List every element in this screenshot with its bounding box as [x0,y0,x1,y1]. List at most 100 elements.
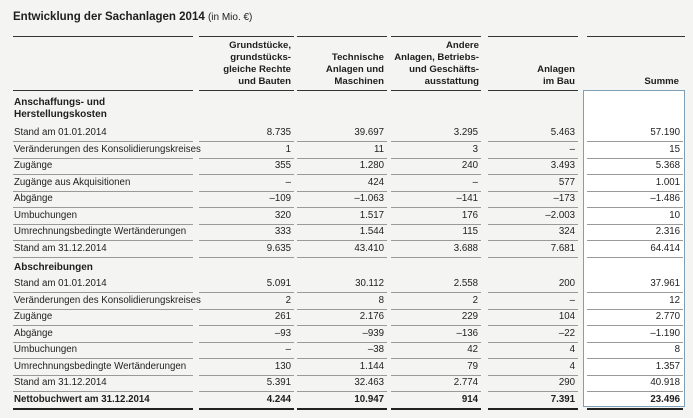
column-header-andere-anlagen: Andere Anlagen, Betriebs- und Geschäfts-… [394,40,479,87]
value-cell: 3.493 [550,160,575,171]
value-cell: 30.112 [355,278,384,289]
value-cell: 42 [467,344,478,355]
value-cell: 1.144 [359,360,384,372]
value-cell: 424 [367,176,384,188]
section-heading-abschreibungen: Abschreibungen [14,262,93,273]
value-cell: 130 [274,360,291,372]
table-row: Zugänge 355 1.280 240 3.493 5.368 [0,158,693,175]
row-divider [587,341,683,343]
value-cell: 43.410 [354,242,384,254]
row-divider [391,207,481,208]
row-divider [488,207,578,208]
value-cell: 1 [285,143,291,155]
row-divider [587,308,683,310]
row-label: Umrechnungsbedingte Wertänderungen [14,360,187,372]
value-cell: –22 [558,327,575,339]
row-divider [587,223,683,225]
row-divider [297,308,387,310]
value-cell: – [569,143,575,155]
row-label: Umbuchungen [14,344,78,355]
row-divider [391,256,481,258]
row-divider [13,174,193,175]
row-divider [391,358,481,359]
table-row: Stand am 01.01.2014 8.735 39.697 3.295 5.463… [0,125,693,142]
row-divider [587,391,683,392]
value-cell: 261 [274,311,291,322]
row-divider [297,141,387,142]
table-row: Veränderungen des Konsolidierungskreises… [0,293,693,310]
value-cell: 2.774 [453,377,478,388]
row-divider [297,157,387,159]
row-divider [13,223,193,225]
row-label: Stand am 01.01.2014 [14,127,107,138]
row-divider [199,358,294,359]
value-cell: 240 [461,160,478,171]
value-cell: 5.463 [550,127,575,138]
value-cell: 1.280 [359,160,384,171]
table-row: Abgänge –93 –939 –136 –22 –1.190 [0,326,693,343]
value-cell: 32.463 [354,377,384,388]
value-cell: 23.496 [650,394,680,405]
row-divider [13,256,193,258]
value-cell: 15 [669,143,680,155]
row-label: Zugänge aus Akquisitionen [14,176,131,188]
value-cell: 5.091 [266,278,291,289]
value-cell: 3 [472,143,478,155]
row-divider [13,141,193,142]
row-divider [199,325,294,326]
column-header-grundstuecke: Grundstücke, grundstücks- gleiche Rechte… [223,40,291,87]
table-title-text: Entwicklung der Sachanlagen 2014 [13,11,205,23]
value-cell: 12 [669,294,680,306]
value-cell: 333 [274,226,291,237]
row-divider [587,141,683,142]
row-divider [488,190,578,192]
table-row: Stand am 01.01.2014 5.091 30.112 2.558 200 37… [0,276,693,293]
value-cell: 79 [467,360,478,372]
value-cell: 3.688 [453,242,478,254]
value-cell: –2.003 [545,209,575,221]
value-cell: 4.244 [266,394,291,405]
row-label: Umrechnungsbedingte Wertänderungen [14,226,187,237]
row-divider [13,325,193,326]
value-cell: –1.190 [650,327,680,339]
row-divider [199,157,294,159]
table-row: Stand am 31.12.2014 9.635 43.410 3.688 7.681… [0,241,693,258]
row-divider [297,240,387,241]
value-cell: 10 [669,209,680,221]
column-header-summe: Summe [644,76,679,87]
row-divider [488,157,578,159]
header-top-rule [13,36,193,37]
row-divider [13,408,193,410]
row-divider [391,341,481,343]
header-bottom-rule [488,90,578,91]
value-cell: –109 [269,193,291,204]
row-divider [199,174,294,175]
row-divider [13,358,193,359]
column-header-anlagen-im-bau: Anlagen im Bau [537,64,575,87]
value-cell: 115 [462,226,478,237]
value-cell: 2.558 [453,278,478,289]
row-divider [199,141,294,142]
column-header-technische-anlagen: Technische Anlagen und Maschinen [325,52,384,87]
value-cell: 64.414 [650,242,680,254]
row-divider [488,325,578,326]
row-divider [297,223,387,225]
row-divider [199,240,294,241]
header-top-rule [587,36,685,37]
value-cell: 7.391 [550,394,575,405]
row-divider [587,157,683,159]
value-cell: 324 [558,226,575,237]
row-label: Stand am 31.12.2014 [14,377,107,388]
value-cell: –93 [274,327,291,339]
summe-column-box [583,90,685,407]
value-cell: 3.295 [453,127,478,138]
row-divider [488,408,578,410]
row-divider [199,223,294,225]
row-divider [391,141,481,142]
row-label: Stand am 01.01.2014 [14,278,107,289]
row-divider [391,157,481,159]
header-top-rule [488,36,578,37]
row-divider [199,341,294,343]
table-row: Abgänge –109 –1.063 –141 –173 –1.486 [0,191,693,208]
table-row: Veränderungen des Konsolidierungskreises… [0,142,693,159]
